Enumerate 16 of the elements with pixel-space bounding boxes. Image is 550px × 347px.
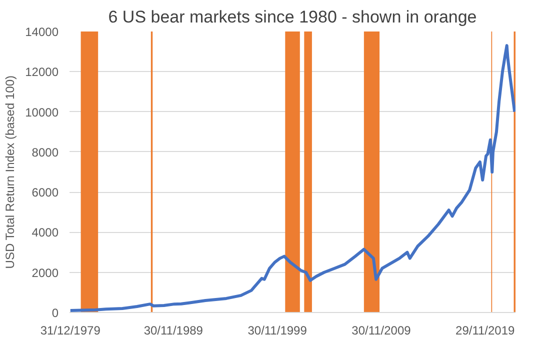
y-axis-title: USD Total Return Index (based 100) <box>3 75 18 269</box>
y-tick-label: 12000 <box>25 65 59 80</box>
x-tick-label: 30/11/2009 <box>352 324 412 338</box>
y-tick-label: 8000 <box>32 145 59 160</box>
y-tick-label: 14000 <box>25 25 59 39</box>
x-tick-label: 29/11/2019 <box>456 324 516 338</box>
x-tick-label: 30/11/1989 <box>144 324 204 338</box>
y-tick-label: 10000 <box>25 105 59 120</box>
y-tick-label: 4000 <box>32 226 59 240</box>
x-tick-label: 31/12/1979 <box>40 324 101 338</box>
line-series <box>70 44 516 312</box>
y-tick-label: 0 <box>52 306 59 320</box>
x-tick-label: 30/11/1999 <box>248 324 308 338</box>
y-tick-label: 2000 <box>32 266 59 280</box>
chart-title: 6 US bear markets since 1980 - shown in orange <box>108 8 477 26</box>
y-tick-label: 6000 <box>32 186 59 200</box>
